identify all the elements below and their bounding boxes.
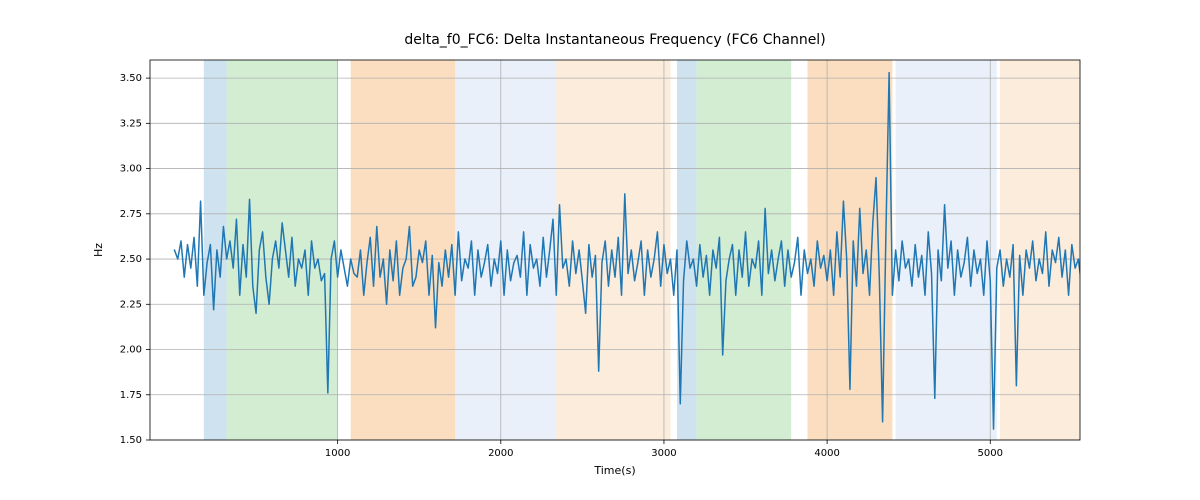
xtick-label: 3000 (651, 448, 676, 459)
xtick-label: 4000 (814, 448, 839, 459)
xtick-label: 2000 (488, 448, 513, 459)
x-axis-label: Time(s) (593, 464, 635, 477)
y-axis-label: Hz (92, 243, 105, 257)
xtick-label: 1000 (325, 448, 350, 459)
band-2 (351, 60, 455, 440)
ytick-label: 2.00 (120, 345, 142, 356)
ytick-label: 3.25 (120, 118, 142, 129)
chart-figure: 1000 2000 3000 4000 5000 1.50 1.75 2.00 2.25 2.50… (0, 0, 1200, 500)
xtick-label: 5000 (978, 448, 1003, 459)
ytick-label: 1.50 (120, 435, 142, 446)
ytick-label: 1.75 (120, 390, 142, 401)
ytick-label: 2.75 (120, 209, 142, 220)
ytick-label: 2.25 (120, 299, 142, 310)
ytick-label: 3.00 (120, 164, 142, 175)
ytick-label: 3.50 (120, 73, 142, 84)
ytick-label: 2.50 (120, 254, 142, 265)
band-0 (204, 60, 227, 440)
chart-title: delta_f0_FC6: Delta Instantaneous Freque… (404, 32, 825, 48)
chart-svg: 1000 2000 3000 4000 5000 1.50 1.75 2.00 2.25 2.50… (0, 0, 1200, 500)
